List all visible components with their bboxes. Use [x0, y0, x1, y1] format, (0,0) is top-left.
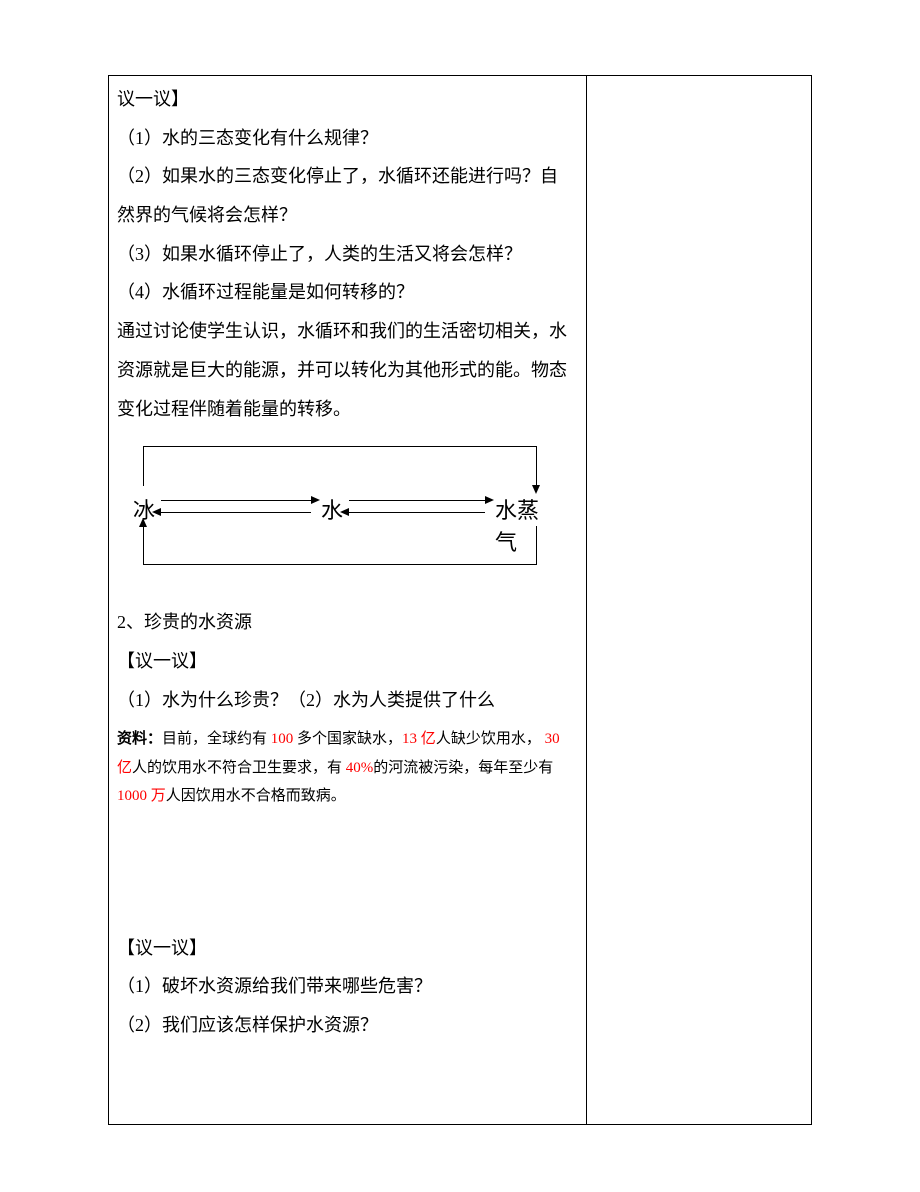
top-arrow-down-r	[532, 485, 540, 494]
discussion-p1: 通过讨论使学生认识，水循环和我们的生活密切相关，水	[117, 312, 578, 351]
section3-bracket: 【议一议】	[117, 929, 578, 968]
right-column	[587, 76, 812, 1125]
src-n5: 1000 万	[117, 788, 166, 804]
top-bracket-vr	[536, 446, 537, 486]
edge-ice-water-bot	[161, 512, 311, 513]
section2-title: 2、珍贵的水资源	[117, 603, 578, 642]
src-n2: 13 亿	[402, 731, 436, 747]
bot-arrow-up-l	[139, 518, 147, 527]
spacer	[117, 811, 578, 929]
q1-2b: 然界的气候将会怎样？	[117, 196, 578, 235]
src-n1: 100	[271, 731, 294, 747]
top-bracket-h	[143, 446, 537, 447]
discussion-p3: 变化过程伴随着能量的转移。	[117, 390, 578, 429]
src-t5: 人的饮用水不符合卫生要求，有	[132, 760, 346, 776]
q1-2a: （2）如果水的三态变化停止了，水循环还能进行吗？自	[117, 157, 578, 196]
arrow-left-2	[340, 508, 349, 516]
q1-3: （3）如果水循环停止了，人类的生活又将会怎样？	[117, 235, 578, 274]
section2-bracket: 【议一议】	[117, 642, 578, 681]
src-t6: 的河流被污染，每年至少有	[373, 760, 553, 776]
bot-bracket-vl	[143, 526, 144, 564]
section3-q2: （2）我们应该怎样保护水资源？	[117, 1006, 578, 1045]
src-t3: 人缺少饮用水，	[436, 731, 545, 747]
top-bracket-vl	[143, 446, 144, 486]
left-column: 议一议】 （1）水的三态变化有什么规律？ （2）如果水的三态变化停止了，水循环还…	[109, 76, 587, 1125]
arrow-left-1	[152, 508, 161, 516]
src-t2: 多个国家缺水，	[293, 731, 402, 747]
src-t7: 人因饮用水不合格而致病。	[166, 788, 346, 804]
document-table: 议一议】 （1）水的三态变化有什么规律？ （2）如果水的三态变化停止了，水循环还…	[108, 75, 812, 1125]
bot-bracket-h	[143, 564, 537, 565]
src-t4: 亿	[117, 760, 132, 776]
node-vapor: 水蒸气	[495, 493, 557, 557]
section2-q: （1）水为什么珍贵？（2）水为人类提供了什么	[117, 681, 578, 720]
edge-water-vapor-top	[349, 500, 485, 501]
src-n3: 30	[545, 731, 560, 747]
arrow-right-1	[311, 496, 320, 504]
q1-1: （1）水的三态变化有什么规律？	[117, 119, 578, 158]
q1-4: （4）水循环过程能量是如何转移的？	[117, 273, 578, 312]
header-title: 议一议】	[117, 80, 578, 119]
water-state-diagram: 冰 水 水蒸气	[117, 438, 557, 578]
section3-q1: （1）破坏水资源给我们带来哪些危害？	[117, 967, 578, 1006]
bot-bracket-vr	[536, 526, 537, 564]
src-t1: 目前，全球约有	[162, 731, 271, 747]
src-n4: 40%	[346, 760, 374, 776]
source-paragraph: 资料：目前，全球约有 100 多个国家缺水，13 亿人缺少饮用水， 30 亿人的饮…	[117, 725, 578, 811]
edge-ice-water-top	[161, 500, 311, 501]
arrow-right-2	[485, 496, 494, 504]
source-label: 资料：	[117, 731, 162, 747]
discussion-p2: 资源就是巨大的能源，并可以转化为其他形式的能。物态	[117, 351, 578, 390]
edge-water-vapor-bot	[349, 512, 485, 513]
